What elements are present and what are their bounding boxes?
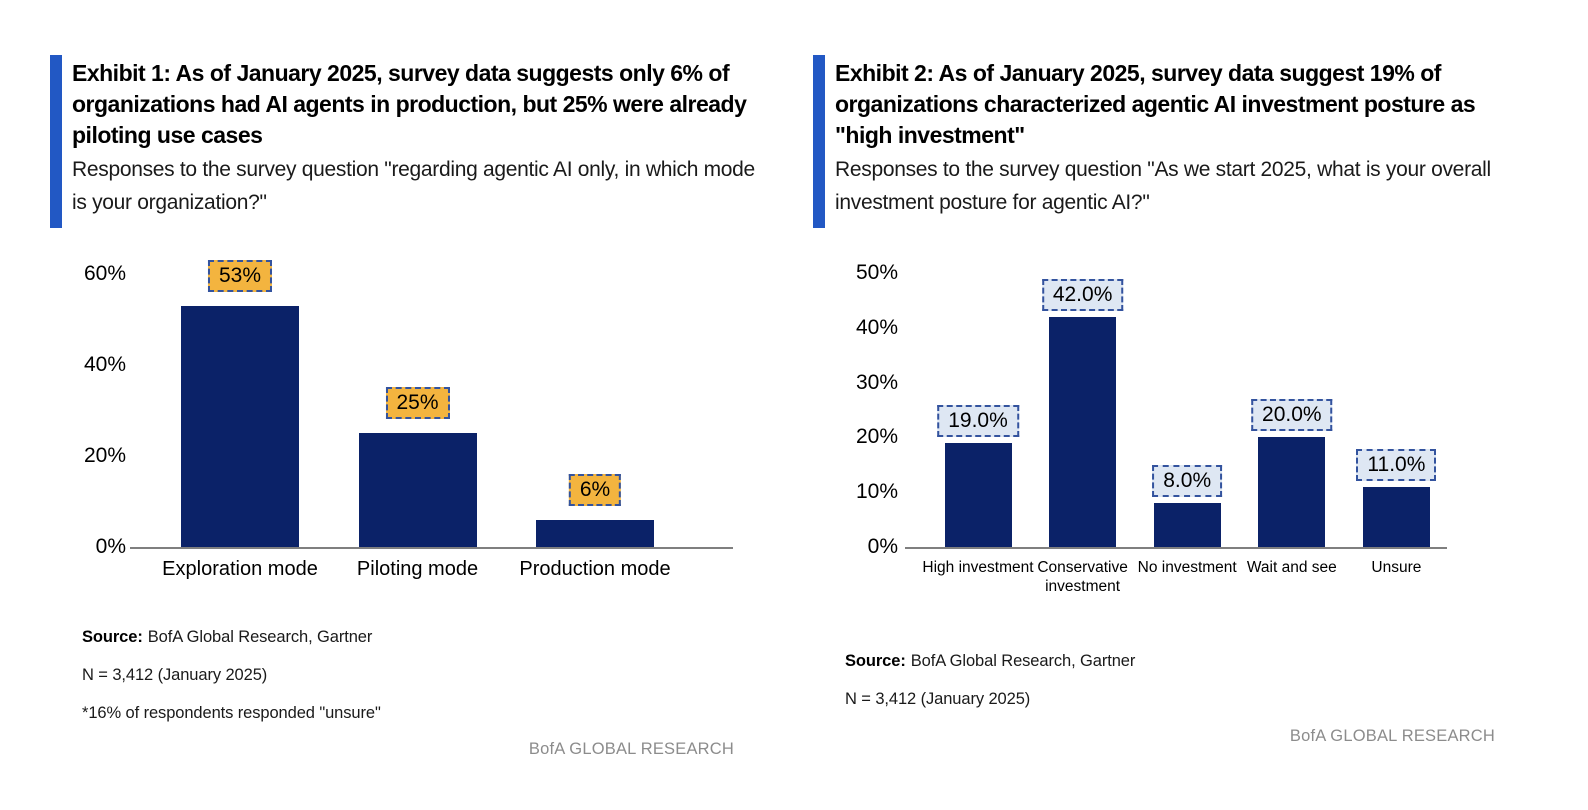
exhibit2-accent-bar xyxy=(813,55,825,228)
exhibit1-source: Source: BofA Global Research, Gartner xyxy=(82,627,372,647)
bar xyxy=(536,519,654,547)
exhibit1-footnote: *16% of respondents responded "unsure" xyxy=(82,704,381,722)
source-label: Source: xyxy=(82,628,143,646)
bar xyxy=(181,305,299,547)
y-axis-tick-label: 30% xyxy=(855,370,898,394)
bar-value-label: 11.0% xyxy=(1356,448,1437,481)
source-label: Source: xyxy=(845,652,906,670)
x-axis-line xyxy=(905,547,1447,549)
source-text: BofA Global Research, Gartner xyxy=(147,628,373,646)
y-axis-tick-label: 20% xyxy=(855,425,898,449)
bar-value-label: 42.0% xyxy=(1041,278,1124,311)
y-axis-tick-label: 40% xyxy=(855,315,898,339)
y-axis-tick-label: 60% xyxy=(83,262,126,285)
bar-value-label: 8.0% xyxy=(1152,465,1223,498)
bar-value-label: 20.0% xyxy=(1251,399,1333,432)
exhibit2-subtitle: Responses to the survey question "As we … xyxy=(835,158,1491,214)
exhibit1-accent-bar xyxy=(50,55,62,228)
exhibit2-sample-note: N = 3,412 (January 2025) xyxy=(845,690,1031,708)
exhibit2-title: Exhibit 2: As of January 2025, survey da… xyxy=(835,60,1476,148)
bar xyxy=(358,433,477,547)
y-axis-tick-label: 0% xyxy=(95,535,126,558)
exhibit1-subtitle: Responses to the survey question "regard… xyxy=(72,158,755,214)
x-category-label: Production mode xyxy=(519,558,671,580)
x-category-label: Piloting mode xyxy=(356,558,479,580)
bar xyxy=(1049,316,1117,547)
exhibit1-brand-mark: BofA GLOBAL RESEARCH xyxy=(528,740,734,758)
bar xyxy=(1258,437,1326,547)
exhibit1-sample-note: N = 3,412 (January 2025) xyxy=(82,666,268,684)
x-axis-line xyxy=(130,547,733,549)
bar-value-label: 53% xyxy=(207,259,273,292)
bar-value-label: 19.0% xyxy=(937,404,1019,437)
bar-value-label: 25% xyxy=(385,387,450,420)
bar xyxy=(1153,503,1221,547)
exhibit2-brand-mark: BofA GLOBAL RESEARCH xyxy=(1289,727,1495,745)
y-axis-tick-label: 50% xyxy=(855,261,898,284)
x-category-label: Unsure xyxy=(1371,559,1422,576)
x-category-label: No investment xyxy=(1137,559,1237,576)
x-category-label: High investment xyxy=(922,559,1034,576)
y-axis-tick-label: 20% xyxy=(83,444,126,467)
y-axis-tick-label: 40% xyxy=(83,353,126,376)
bar xyxy=(944,442,1012,547)
x-category-label: Exploration mode xyxy=(162,558,318,580)
x-category-label: Conservative investment xyxy=(1037,559,1128,595)
bar xyxy=(1362,486,1430,547)
exhibit2-source: Source: BofA Global Research, Gartner xyxy=(845,651,1135,671)
source-text: BofA Global Research, Gartner xyxy=(910,652,1136,670)
exhibit1-title: Exhibit 1: As of January 2025, survey da… xyxy=(72,60,747,148)
bar-value-label: 6% xyxy=(568,473,622,506)
y-axis-tick-label: 0% xyxy=(867,535,898,558)
x-category-label: Wait and see xyxy=(1246,559,1337,576)
y-axis-tick-label: 10% xyxy=(855,480,898,504)
